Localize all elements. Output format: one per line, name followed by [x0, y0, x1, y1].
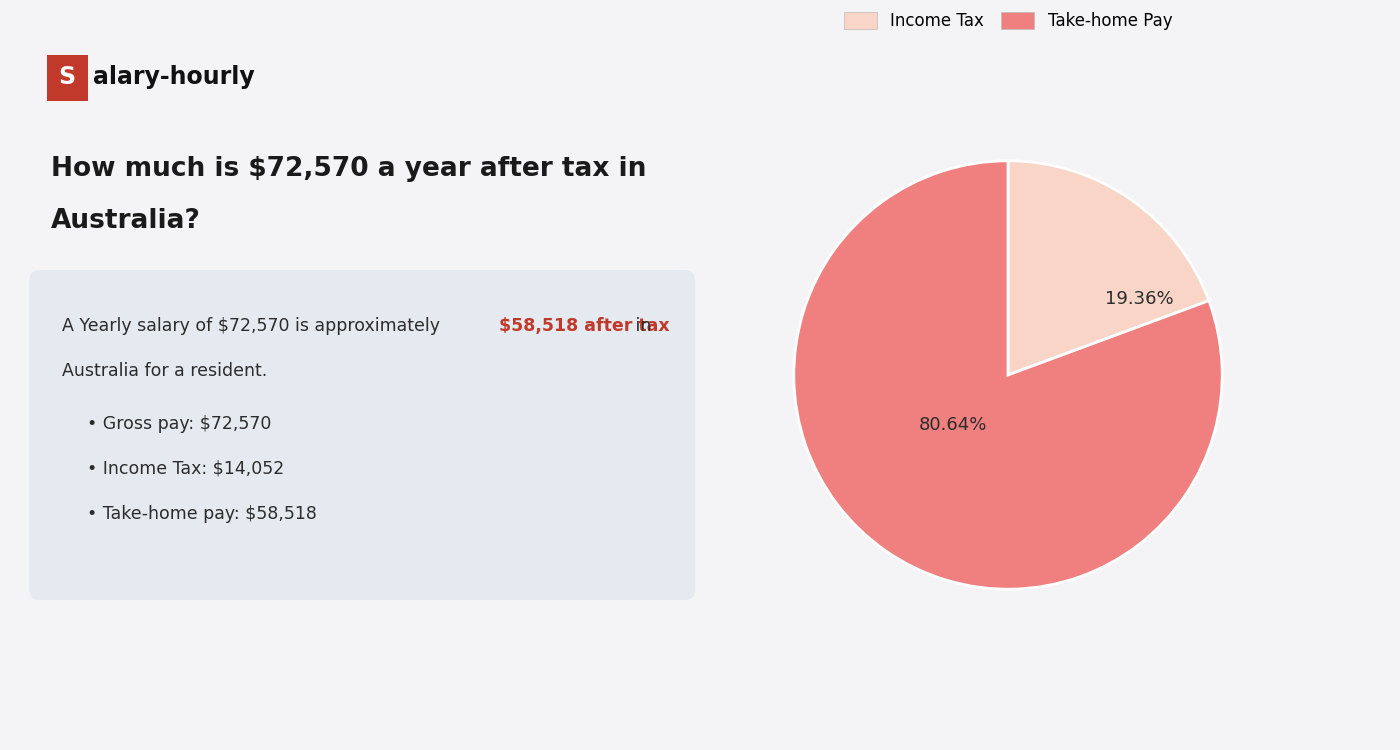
Text: alary-hourly: alary-hourly [94, 65, 255, 89]
Text: A Yearly salary of $72,570 is approximately: A Yearly salary of $72,570 is approximat… [62, 317, 445, 335]
Text: S: S [59, 65, 76, 89]
FancyBboxPatch shape [48, 55, 88, 101]
FancyBboxPatch shape [29, 270, 696, 600]
Wedge shape [794, 160, 1222, 590]
Text: How much is $72,570 a year after tax in: How much is $72,570 a year after tax in [50, 156, 647, 182]
Text: Australia?: Australia? [50, 209, 200, 234]
Text: $58,518 after tax: $58,518 after tax [498, 317, 669, 335]
Text: 80.64%: 80.64% [918, 416, 987, 434]
Legend: Income Tax, Take-home Pay: Income Tax, Take-home Pay [837, 5, 1179, 37]
Text: • Take-home pay: $58,518: • Take-home pay: $58,518 [87, 505, 318, 523]
Text: • Gross pay: $72,570: • Gross pay: $72,570 [87, 415, 272, 433]
Wedge shape [1008, 160, 1208, 375]
Text: Australia for a resident.: Australia for a resident. [62, 362, 267, 380]
Text: • Income Tax: $14,052: • Income Tax: $14,052 [87, 460, 284, 478]
Text: 19.36%: 19.36% [1105, 290, 1173, 308]
Text: in: in [630, 317, 651, 335]
